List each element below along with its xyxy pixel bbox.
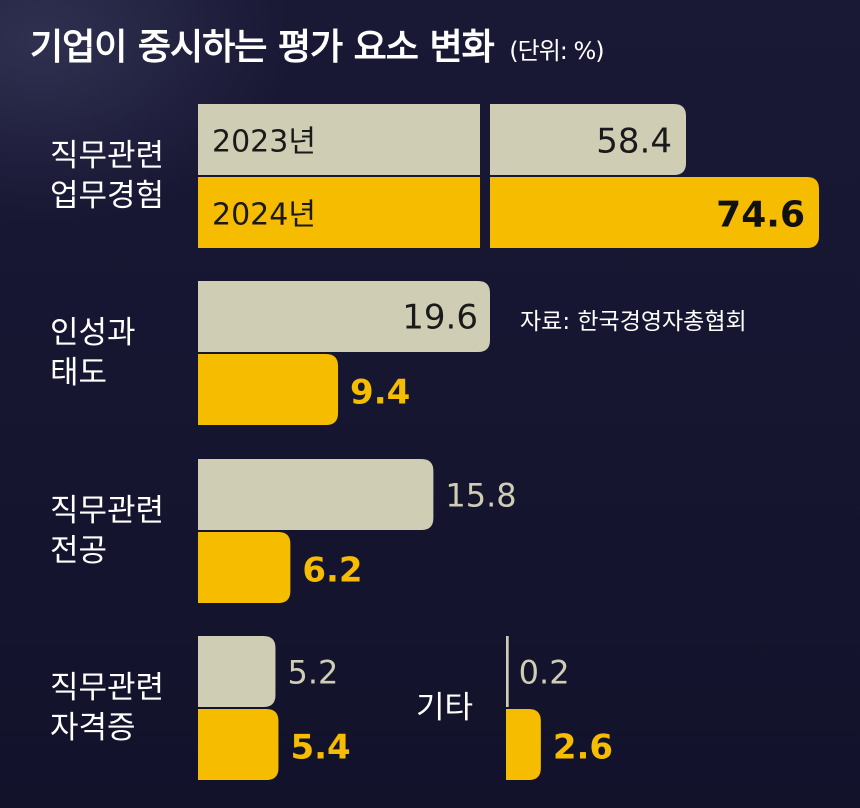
bar-2024-experience-right	[490, 177, 819, 248]
category-label-certificate-1: 직무관련	[50, 670, 164, 706]
bar-2024-other	[506, 709, 541, 780]
bar-2024-major	[198, 532, 291, 603]
value-2024-attitude: 9.4	[350, 373, 410, 413]
bar-2023-attitude	[198, 281, 490, 352]
category-label-certificate-2: 자격증	[50, 710, 136, 746]
category-label-major-2: 전공	[50, 533, 107, 569]
chart-title-text: 기업이 중시하는 평가 요소 변화	[30, 27, 495, 68]
value-2024-certificate: 5.4	[290, 728, 350, 768]
bar-2023-experience-right	[490, 104, 686, 175]
bar-2023-certificate	[198, 636, 276, 707]
legend-2024: 2024년	[212, 198, 316, 233]
source-label: 자료: 한국경영자총협회	[520, 309, 747, 335]
value-2024-experience: 74.6	[716, 195, 805, 236]
bar-2023-major	[198, 459, 434, 530]
category-label-major-1: 직무관련	[50, 493, 164, 529]
unit-label: (단위: %)	[509, 37, 604, 65]
chart-title: 기업이 중시하는 평가 요소 변화 (단위: %)	[30, 18, 605, 70]
category-label-attitude-1: 인성과	[50, 315, 136, 351]
value-2023-experience: 58.4	[596, 122, 672, 162]
category-label-experience-1: 직무관련	[50, 138, 164, 174]
category-label-other-1: 기타	[416, 690, 473, 726]
bar-2024-experience-left	[198, 177, 480, 248]
value-2024-major: 6.2	[302, 551, 362, 591]
value-2024-other: 2.6	[553, 728, 613, 768]
category-label-experience-2: 업무경험	[50, 178, 164, 214]
bar-2023-other	[506, 636, 509, 707]
category-label-attitude-2: 태도	[50, 355, 107, 391]
value-2023-other: 0.2	[519, 654, 570, 692]
bar-2023-experience-left	[198, 104, 480, 175]
value-2023-certificate: 5.2	[287, 654, 338, 692]
value-2023-major: 15.8	[445, 477, 516, 515]
legend-2023: 2023년	[212, 125, 316, 160]
bar-2024-attitude	[198, 354, 339, 425]
value-2023-attitude: 19.6	[402, 298, 478, 338]
bar-2024-certificate	[198, 709, 279, 780]
